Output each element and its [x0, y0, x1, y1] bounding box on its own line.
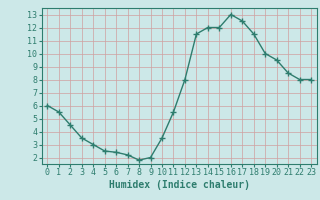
X-axis label: Humidex (Indice chaleur): Humidex (Indice chaleur) — [109, 180, 250, 190]
